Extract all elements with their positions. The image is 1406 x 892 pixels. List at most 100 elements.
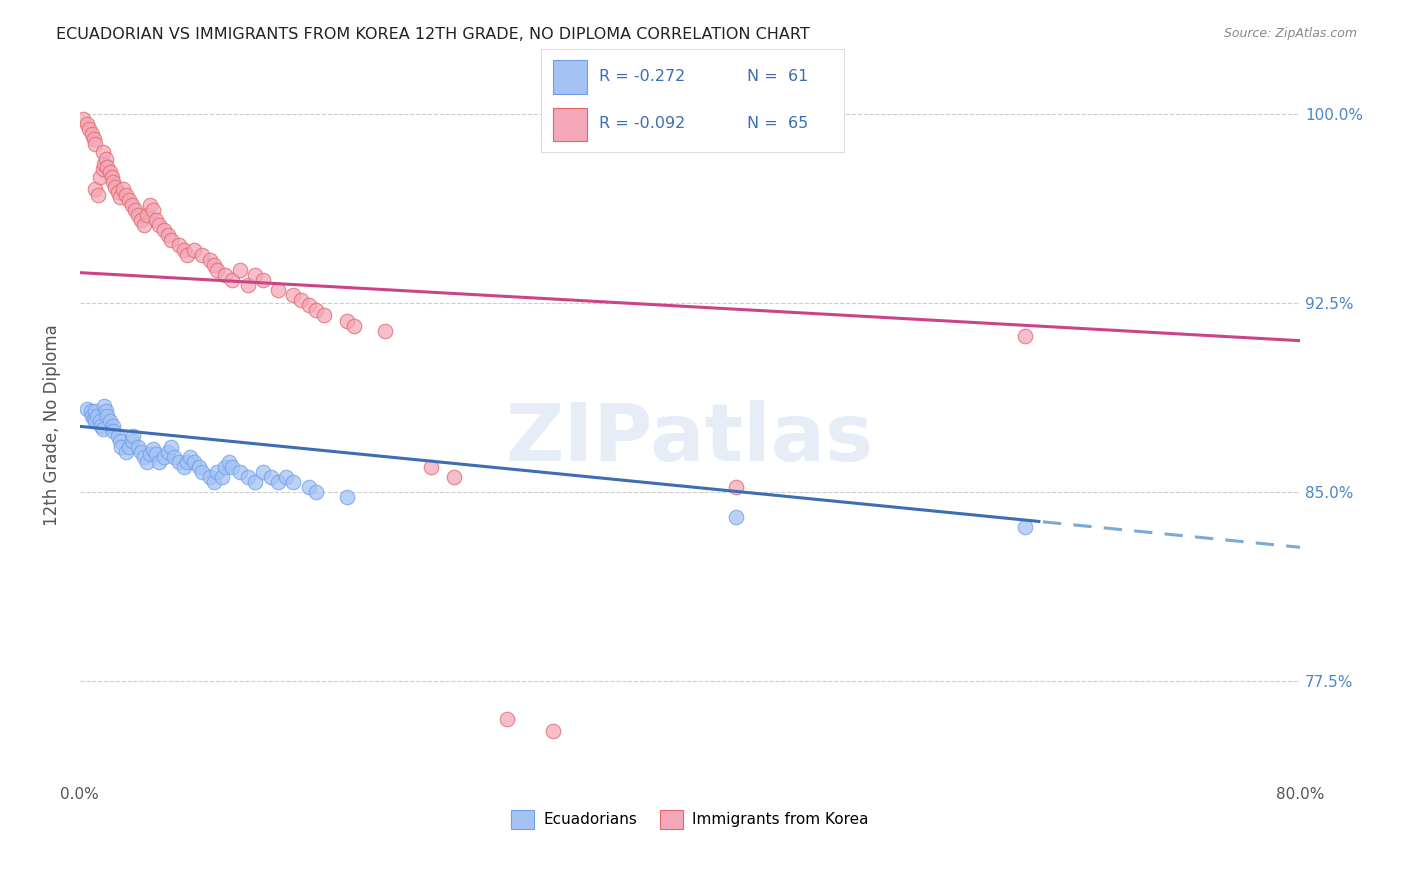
Point (183, 455, 205, 469)
Point (148, 218, 170, 232)
Point (214, 459, 236, 474)
Text: N =  65: N = 65 (747, 117, 808, 131)
Text: N =  61: N = 61 (747, 70, 808, 84)
Point (343, 318, 366, 333)
Point (157, 227, 180, 242)
Point (211, 469, 233, 483)
Point (93, 157, 115, 171)
Point (100, 165, 122, 179)
Point (96, 409, 118, 424)
Point (127, 208, 149, 222)
Point (191, 248, 214, 262)
Point (91, 145, 114, 159)
Point (104, 180, 127, 194)
Point (283, 288, 305, 302)
Legend: Ecuadorians, Immigrants from Korea: Ecuadorians, Immigrants from Korea (505, 804, 875, 835)
Point (127, 440, 149, 454)
Point (114, 187, 136, 202)
Point (145, 212, 167, 227)
Point (259, 469, 281, 483)
Point (142, 442, 165, 456)
Point (336, 490, 359, 504)
Point (142, 202, 165, 217)
Point (76, 117, 98, 131)
Point (173, 459, 195, 474)
Point (76, 401, 98, 416)
Point (132, 218, 155, 232)
Point (96, 160, 118, 174)
Point (443, 469, 465, 483)
Point (84, 414, 107, 428)
Point (298, 298, 321, 312)
Point (124, 202, 146, 217)
Point (229, 263, 252, 277)
Point (77, 122, 100, 136)
Point (118, 193, 141, 207)
Point (103, 419, 125, 434)
Point (136, 455, 159, 469)
Point (205, 465, 228, 479)
Point (305, 303, 328, 318)
Point (103, 425, 125, 439)
Point (724, 510, 747, 524)
Y-axis label: 12th Grade, No Diploma: 12th Grade, No Diploma (44, 324, 60, 526)
Point (236, 278, 259, 293)
Point (84, 404, 107, 418)
Point (374, 324, 396, 338)
Point (173, 243, 195, 257)
Point (221, 273, 243, 287)
Point (187, 459, 209, 474)
Point (139, 447, 162, 461)
Point (198, 253, 221, 268)
Point (132, 450, 155, 464)
Point (111, 182, 134, 196)
Point (93, 399, 115, 413)
Point (110, 440, 132, 454)
Point (221, 459, 243, 474)
Point (152, 223, 174, 237)
Point (100, 414, 122, 428)
Point (202, 258, 225, 272)
Point (101, 169, 124, 184)
Point (79, 404, 101, 418)
Text: R = -0.272: R = -0.272 (599, 70, 685, 84)
Point (145, 447, 167, 461)
Point (252, 465, 274, 479)
Point (83, 411, 105, 425)
Point (229, 465, 252, 479)
Point (84, 182, 107, 196)
Point (179, 450, 201, 464)
Point (160, 233, 183, 247)
Point (107, 429, 129, 443)
Point (107, 185, 129, 199)
Point (1014, 520, 1036, 534)
Point (214, 268, 236, 282)
Point (252, 273, 274, 287)
Point (108, 190, 131, 204)
Point (236, 469, 259, 483)
Point (80, 127, 103, 141)
Point (283, 475, 305, 489)
Point (94, 404, 117, 418)
Point (160, 440, 183, 454)
Point (496, 712, 519, 726)
Bar (554, 108, 586, 141)
Point (245, 475, 267, 489)
Point (298, 480, 321, 494)
Point (198, 469, 221, 483)
Point (167, 455, 190, 469)
Point (305, 484, 328, 499)
Point (183, 243, 205, 257)
Point (91, 422, 114, 436)
Point (541, 724, 564, 739)
Point (72, 112, 94, 126)
Text: R = -0.092: R = -0.092 (599, 117, 685, 131)
Point (267, 475, 290, 489)
Point (103, 175, 125, 189)
Point (267, 283, 290, 297)
Point (274, 469, 297, 483)
Point (136, 208, 159, 222)
Point (139, 197, 162, 211)
Point (157, 444, 180, 458)
Point (312, 309, 335, 323)
